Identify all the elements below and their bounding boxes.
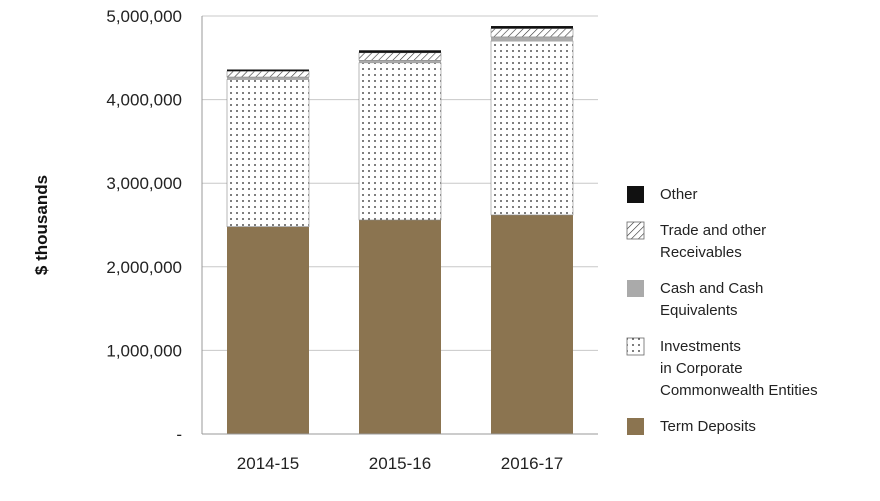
legend-swatch: [626, 337, 645, 356]
legend-label: Trade and other Receivables: [660, 222, 766, 261]
x-tick-label: 2016-17: [501, 454, 563, 473]
bar-segment: [358, 52, 442, 61]
bar-segment: [358, 62, 442, 221]
bar-segment: [491, 36, 573, 42]
legend-label: Term Deposits: [660, 418, 756, 435]
legend-label-line: Cash and Cash: [660, 280, 763, 297]
legend-label-line: Receivables: [660, 244, 742, 261]
legend-label-line: in Corporate: [660, 360, 743, 377]
legend-label-line: Investments: [660, 338, 741, 355]
legend-swatch: [626, 221, 645, 240]
y-tick-label: 1,000,000: [106, 341, 182, 360]
x-tick-label: 2015-16: [369, 454, 431, 473]
legend-swatch: [627, 186, 644, 203]
bar-segment: [359, 219, 441, 434]
legend-label: Other: [660, 186, 698, 203]
bar-segment: [359, 50, 441, 53]
legend-label-line: Other: [660, 186, 698, 203]
bar-segment: [491, 214, 573, 434]
legend-label-line: Term Deposits: [660, 418, 756, 435]
y-tick-label: 3,000,000: [106, 174, 182, 193]
legend-label: Investments in Corporate Commonwealth Enti…: [660, 338, 818, 399]
legend-label-line: Commonwealth Entities: [660, 382, 818, 399]
legend-label: Cash and Cash Equivalents: [660, 280, 763, 319]
y-axis-title: $ thousands: [32, 175, 51, 275]
bar-segment: [227, 69, 309, 72]
x-tick-label: 2014-15: [237, 454, 299, 473]
y-tick-label: 2,000,000: [106, 258, 182, 277]
y-tick-label: 5,000,000: [106, 7, 182, 26]
bar-segment: [490, 28, 574, 38]
bar-segment: [226, 79, 310, 227]
legend-swatch: [627, 280, 644, 297]
bar-segment: [227, 77, 309, 80]
bar-segment: [226, 70, 310, 78]
bar-segment: [359, 60, 441, 63]
legend-label-line: Trade and other: [660, 222, 766, 239]
bar-segment: [227, 226, 309, 434]
legend-label-line: Equivalents: [660, 302, 738, 319]
y-tick-label: 4,000,000: [106, 91, 182, 110]
legend-swatch: [627, 418, 644, 435]
y-tick-label: -: [176, 425, 182, 444]
bar-segment: [491, 26, 573, 29]
bar-segment: [490, 40, 574, 216]
